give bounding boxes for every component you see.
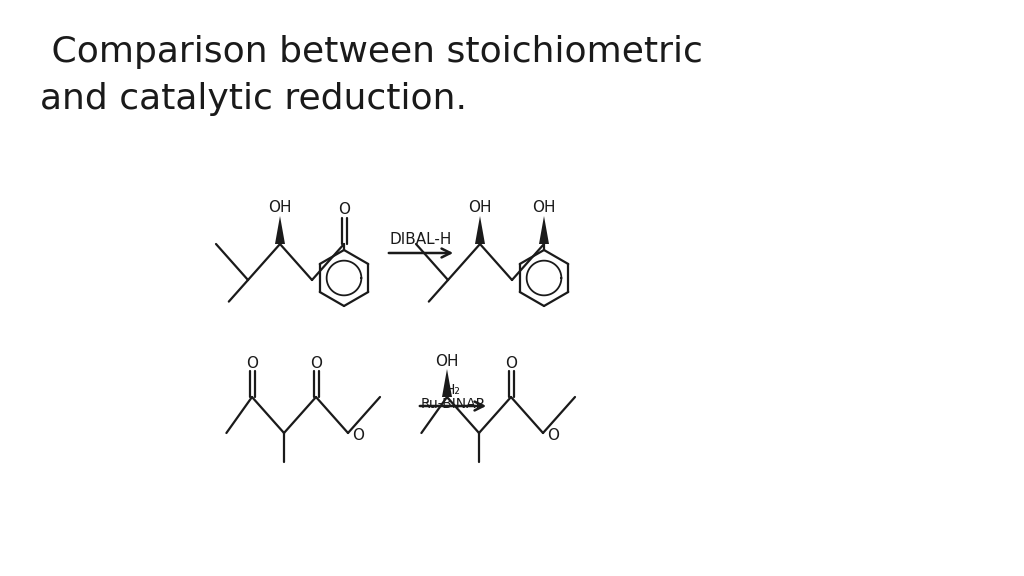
Text: O: O (246, 355, 258, 370)
Text: H₂: H₂ (445, 383, 461, 397)
Text: OH: OH (468, 200, 492, 215)
Text: OH: OH (532, 200, 556, 215)
Text: and catalytic reduction.: and catalytic reduction. (40, 82, 467, 116)
Text: O: O (547, 427, 559, 442)
Polygon shape (475, 216, 485, 244)
Text: DIBAL-H: DIBAL-H (390, 232, 453, 247)
Text: O: O (505, 355, 517, 370)
Polygon shape (442, 369, 452, 397)
Text: Ru-BINAP: Ru-BINAP (421, 397, 485, 411)
Text: O: O (352, 427, 364, 442)
Polygon shape (539, 216, 549, 244)
Text: Comparison between stoichiometric: Comparison between stoichiometric (40, 35, 702, 69)
Text: OH: OH (435, 354, 459, 369)
Text: O: O (338, 203, 350, 218)
Text: O: O (310, 355, 322, 370)
Text: OH: OH (268, 200, 292, 215)
Polygon shape (275, 216, 285, 244)
